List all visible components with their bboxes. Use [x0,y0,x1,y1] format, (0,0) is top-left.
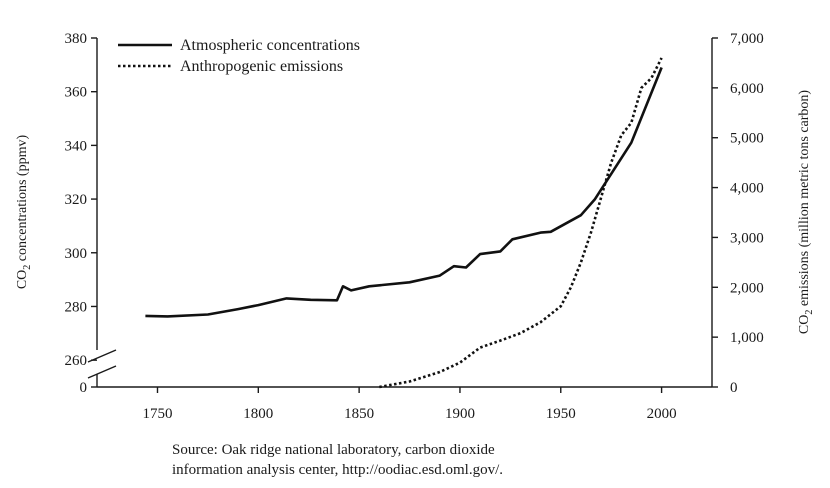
left-tick-label: 380 [65,31,88,47]
source-line-2: information analysis center, http://oodi… [172,462,503,478]
left-tick-label: 320 [65,192,88,208]
legend: Atmospheric concentrations Anthropogenic … [118,37,360,75]
axis-titles: CO2 concentrations (ppmv) CO2 emissions (… [15,90,815,334]
x-tick-label: 1900 [445,406,475,422]
right-tick-label: 0 [730,380,738,396]
right-tick-label: 7,000 [730,31,764,47]
x-tick-label: 1800 [243,406,273,422]
left-tick-label: 260 [65,353,88,369]
right-tick-label: 2,000 [730,280,764,296]
left-tick-label: 280 [65,299,88,315]
right-tick-label: 5,000 [730,131,764,147]
x-tick-label: 1850 [344,406,374,422]
series-line-2 [379,57,663,389]
right-tick-label: 3,000 [730,230,764,246]
tick-labels: 260 280 300 320 340 360 380 0 0 1,000 2,000 3,000 4,… [65,31,764,422]
co2-chart: 260 280 300 320 340 360 380 0 0 1,000 2,000 3,000 4,… [15,31,815,422]
x-tick-label: 1750 [142,406,172,422]
source-line-1: Source: Oak ridge national laboratory, c… [172,442,495,458]
right-tick-label: 1,000 [730,330,764,346]
left-tick-label: 340 [65,138,88,154]
right-tick-label: 6,000 [730,81,764,97]
left-tick-label: 0 [80,380,88,396]
series-line-1 [145,67,663,318]
left-tick-label: 300 [65,246,88,262]
legend-label-2: Anthropogenic emissions [180,58,343,75]
right-tick-label: 4,000 [730,181,764,197]
x-tick-label: 1950 [546,406,576,422]
left-tick-label: 360 [65,85,88,101]
legend-label-1: Atmospheric concentrations [180,37,360,54]
series-lines [145,57,663,389]
right-axis-title: CO2 emissions (million metric tons carbo… [797,90,815,334]
source-note: Source: Oak ridge national laboratory, c… [172,440,772,480]
left-axis-title: CO2 concentrations (ppmv) [15,135,33,290]
axis-break-mark-2 [87,365,117,379]
x-tick-label: 2000 [647,406,677,422]
axes [87,37,718,393]
